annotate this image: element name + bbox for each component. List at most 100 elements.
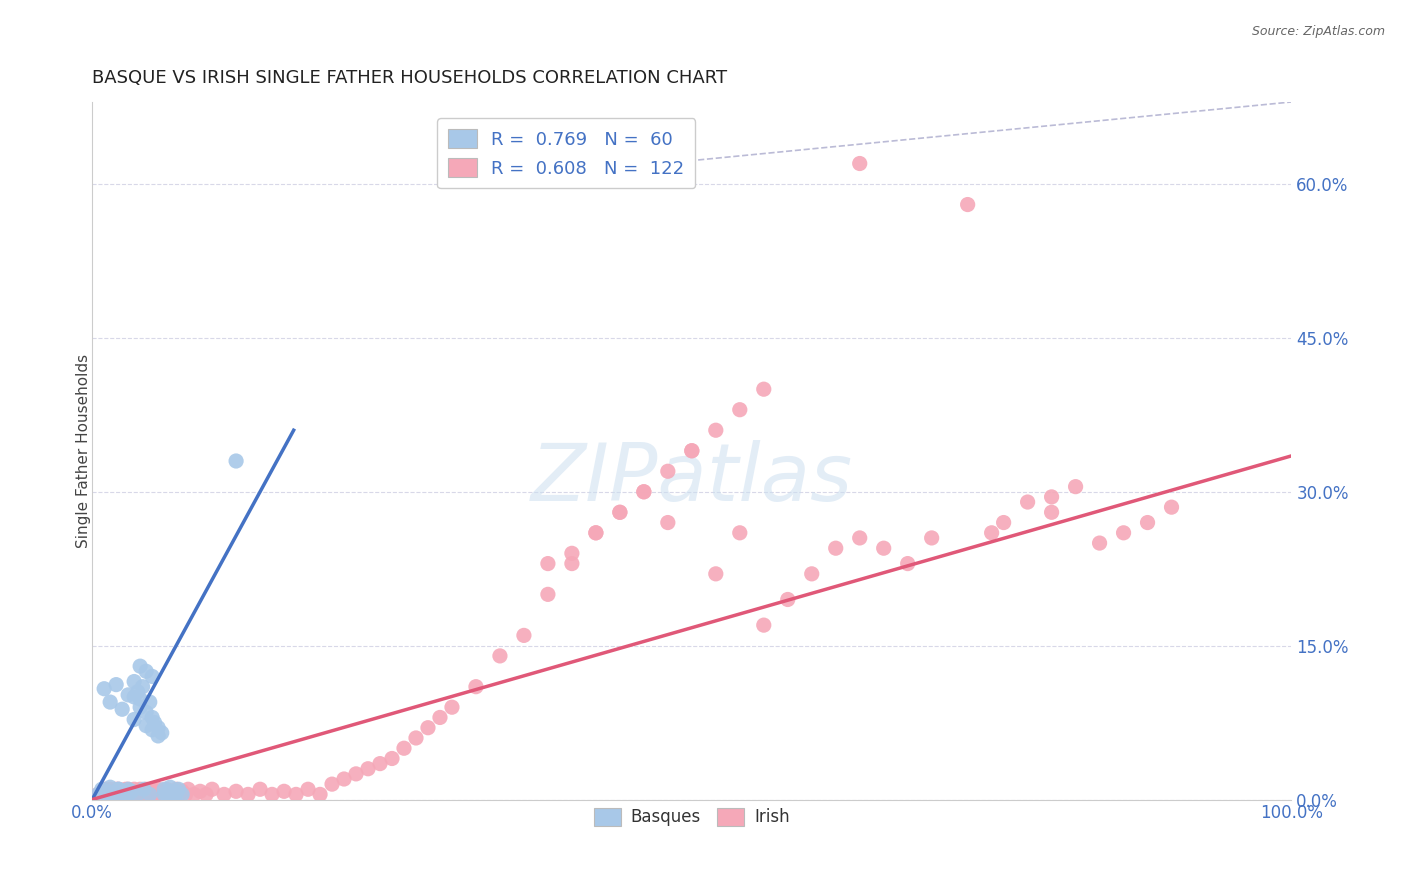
Y-axis label: Single Father Households: Single Father Households [76,354,91,548]
Point [117,782,139,797]
Point [96,788,118,802]
Point [273,784,295,798]
Point [309,788,332,802]
Point [111,788,134,802]
Point [153,788,176,802]
Point [1088,536,1111,550]
Point [416,721,439,735]
Point [131,784,153,798]
Point [225,784,247,798]
Point [129,659,152,673]
Point [561,546,583,560]
Point [163,788,186,802]
Point [429,710,451,724]
Point [153,788,176,802]
Point [117,784,139,798]
Point [135,719,157,733]
Point [129,700,152,714]
Point [609,505,631,519]
Point [153,784,176,798]
Point [848,531,870,545]
Point [681,443,703,458]
Point [127,788,149,802]
Point [159,784,181,798]
Point [127,685,149,699]
Point [103,788,125,802]
Point [111,788,134,802]
Point [585,525,607,540]
Point [172,788,194,802]
Point [249,782,271,797]
Point [921,531,943,545]
Point [103,784,125,798]
Point [357,762,380,776]
Point [135,782,157,797]
Point [103,788,125,802]
Point [537,587,560,601]
Point [141,669,163,683]
Text: Source: ZipAtlas.com: Source: ZipAtlas.com [1251,25,1385,38]
Point [105,784,128,798]
Point [146,721,169,735]
Point [146,788,169,802]
Point [489,648,512,663]
Point [129,788,152,802]
Point [225,454,247,468]
Point [90,782,112,797]
Point [177,782,200,797]
Point [87,788,110,802]
Point [800,566,823,581]
Point [105,782,128,797]
Point [96,784,118,798]
Point [368,756,391,771]
Point [188,784,211,798]
Point [127,788,149,802]
Point [135,706,157,720]
Point [155,782,177,797]
Point [122,690,145,704]
Point [122,674,145,689]
Text: BASQUE VS IRISH SINGLE FATHER HOUSEHOLDS CORRELATION CHART: BASQUE VS IRISH SINGLE FATHER HOUSEHOLDS… [93,69,727,87]
Point [96,784,118,798]
Point [585,525,607,540]
Point [465,680,488,694]
Point [183,788,205,802]
Point [513,628,536,642]
Point [139,784,162,798]
Point [111,784,134,798]
Point [122,713,145,727]
Point [127,784,149,798]
Point [297,782,319,797]
Point [98,780,121,795]
Point [103,788,125,802]
Point [236,788,259,802]
Point [117,788,139,802]
Point [107,788,129,802]
Point [129,692,152,706]
Point [93,782,115,797]
Point [114,788,136,802]
Point [141,788,163,802]
Point [897,557,920,571]
Point [114,788,136,802]
Point [129,788,152,802]
Point [135,788,157,802]
Point [728,402,751,417]
Point [165,784,187,798]
Point [752,618,775,632]
Point [98,788,121,802]
Point [153,782,176,797]
Point [150,788,173,802]
Point [752,382,775,396]
Point [90,784,112,798]
Point [1112,525,1135,540]
Point [609,505,631,519]
Point [139,788,162,802]
Point [537,557,560,571]
Point [1017,495,1039,509]
Point [111,784,134,798]
Point [163,788,186,802]
Point [167,782,190,797]
Point [114,788,136,802]
Point [132,782,155,797]
